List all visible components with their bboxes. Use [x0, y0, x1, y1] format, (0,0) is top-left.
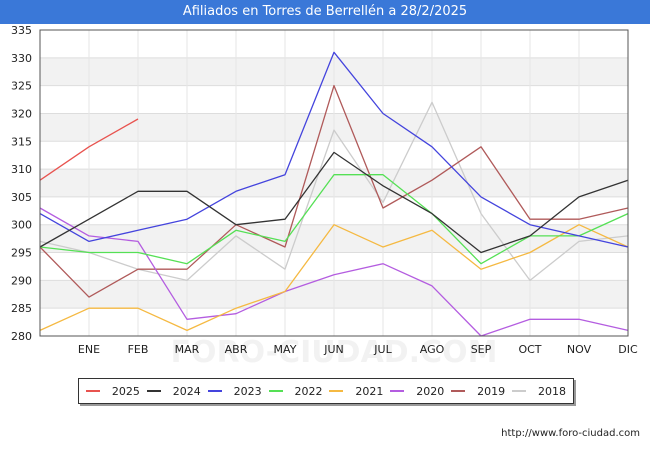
y-tick-label: 280 [11, 330, 32, 343]
legend-label: 2022 [294, 384, 323, 398]
legend-label: 2023 [233, 384, 262, 398]
legend-swatch [451, 390, 466, 392]
legend-label: 2021 [355, 384, 384, 398]
legend-swatch [512, 390, 526, 392]
legend-item-2021: 2021 [329, 385, 383, 398]
chart-legend: 2025 2024 2023 2022 2021 2020 2019 2018 [78, 378, 574, 404]
legend-item-2024: 2024 [146, 384, 201, 398]
y-tick-label: 290 [11, 274, 32, 287]
x-tick-label: NOV [567, 343, 592, 356]
y-tick-label: 325 [11, 80, 32, 93]
series-line-2023 [39, 51, 629, 248]
legend-label: 2018 [538, 384, 566, 398]
legend-swatch [146, 390, 161, 392]
x-tick-label: SEP [471, 343, 492, 356]
series-line-2020 [39, 207, 629, 337]
y-tick-label: 320 [11, 107, 32, 120]
legend-item-2023: 2023 [207, 384, 262, 398]
watermark-text: FORO-CIUDAD.COM [171, 335, 498, 370]
x-tick-label: DIC [618, 343, 638, 356]
chart-title: Afiliados en Torres de Berrellén a 28/2/… [0, 0, 650, 24]
plot-area: 280 285 290 295 300 305 310 315 320 325 330 335 ENE F… [11, 24, 638, 370]
x-tick-label: AGO [420, 343, 445, 356]
x-tick-label: ENE [78, 343, 100, 356]
y-tick-label: 300 [11, 219, 32, 232]
legend-item-2022: 2022 [268, 384, 323, 398]
legend-label: 2024 [172, 384, 201, 398]
x-tick-label: MAY [274, 343, 297, 356]
legend-label: 2019 [477, 384, 506, 398]
line-chart: 280 285 290 295 300 305 310 315 320 325 330 335 ENE F… [11, 24, 638, 370]
y-tick-label: 330 [11, 52, 32, 65]
series-line-2025 [39, 118, 139, 181]
legend-swatch [329, 390, 344, 392]
y-tick-label: 285 [11, 302, 32, 315]
x-tick-label: MAR [175, 343, 200, 356]
legend-item-2019: 2019 [451, 385, 505, 398]
y-tick-label: 295 [11, 247, 32, 260]
plot-frame [39, 29, 629, 337]
legend-swatch [207, 390, 222, 392]
x-tick-label: OCT [518, 343, 541, 356]
y-tick-label: 315 [11, 135, 32, 148]
legend-swatch [390, 390, 405, 392]
x-tick-label: JUN [323, 343, 344, 356]
legend-label: 2020 [416, 384, 445, 398]
x-tick-label: FEB [128, 343, 149, 356]
source-url: http://www.foro-ciudad.com [501, 428, 640, 439]
y-tick-label: 305 [11, 191, 32, 204]
y-tick-label: 310 [11, 163, 32, 176]
series-line-2021 [39, 224, 629, 332]
legend-label: 2025 [111, 384, 140, 398]
y-tick-label: 335 [11, 24, 32, 37]
legend-swatch [85, 390, 100, 392]
legend-item-2025: 2025 [85, 384, 140, 398]
legend-swatch [268, 390, 283, 392]
x-tick-label: ABR [225, 343, 248, 356]
series-line-2019 [39, 84, 629, 298]
legend-item-2020: 2020 [390, 385, 444, 398]
legend-item-2018: 2018 [512, 385, 566, 398]
x-tick-label: JUL [373, 343, 392, 356]
series-line-2024 [39, 151, 629, 254]
